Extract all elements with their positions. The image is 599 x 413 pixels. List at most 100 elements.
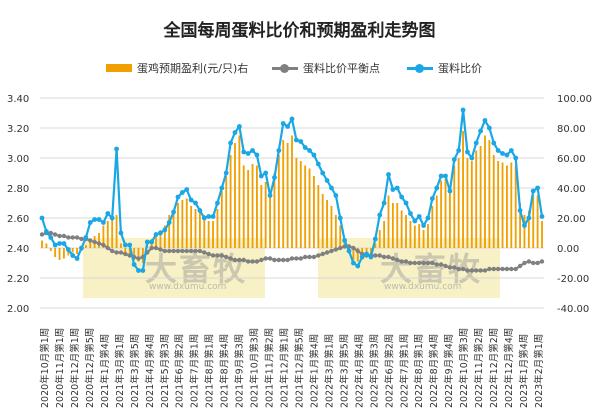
ratio-point [530,188,536,194]
breakeven-point [513,266,518,272]
ratio-point [175,194,181,200]
ratio-point [390,187,396,192]
ratio-point [368,254,374,260]
profit-bar [295,158,298,248]
ratio-point [486,125,492,131]
ratio-point [403,200,409,206]
ratio-point [447,188,453,194]
ratio-point [386,172,391,177]
breakeven-point [118,250,124,255]
ratio-point [337,215,343,221]
breakeven-point [355,248,360,254]
breakeven-point [509,266,514,272]
breakeven-point [193,248,198,254]
ratio-point [48,235,54,240]
x-tick-label: 2021年9月第3周 [234,334,246,408]
profit-bar [352,248,355,260]
breakeven-point [338,245,343,251]
profit-bar [111,218,114,248]
x-tick-label: 2021年1月第4周 [99,334,111,408]
breakeven-point [276,257,282,263]
profit-bar [541,221,543,248]
profit-bar [203,215,206,248]
breakeven-point [52,232,58,237]
ratio-point [399,194,405,200]
ratio-point [105,211,111,216]
breakeven-point [105,245,110,251]
x-tick-label: 2022年12月第4周 [503,328,515,408]
breakeven-point [79,236,84,242]
ratio-point [70,253,76,258]
profit-bar [444,179,447,248]
breakeven-point [478,268,483,273]
profit-bar [523,215,526,248]
profit-bar [220,191,223,248]
breakeven-point [487,266,492,272]
breakeven-point [289,256,295,261]
ratio-point [500,151,505,156]
left-tick-label: 3.40 [7,94,29,105]
ratio-point [307,148,312,153]
legend-item-breakeven: 蛋料比价平衡点 [272,60,380,76]
ratio-point [131,262,137,267]
ratio-point [381,200,387,206]
ratio-point [223,170,229,176]
profit-bar [177,203,179,248]
breakeven-point [158,247,163,252]
ratio-point [109,215,115,221]
legend-label-ratio: 蛋料比价 [438,62,482,75]
breakeven-point [329,248,334,254]
breakeven-point [197,248,203,254]
ratio-point [443,173,448,179]
breakeven-point [48,230,53,236]
profit-bar [137,248,140,262]
ratio-point [285,124,291,129]
profit-bar [391,203,394,248]
watermark-site-left: www.dxumu.com [149,282,227,292]
breakeven-point [333,247,339,252]
profit-bar [435,195,438,248]
breakeven-point [88,238,93,243]
profit-bar [356,248,359,262]
x-tick-label: 2021年12月第1周 [279,328,291,408]
breakeven-point [241,257,246,263]
profit-bar [308,168,311,248]
profit-bar [194,209,197,248]
ratio-point [193,200,198,206]
profit-bar [321,194,324,248]
x-tick-label: 2020年12月第5周 [84,328,96,408]
ratio-point [241,149,247,155]
ratio-point [526,215,532,221]
ratio-point [149,239,155,245]
breakeven-point [504,266,510,272]
breakeven-point [70,235,75,240]
profit-bar [185,198,188,248]
ratio-point [491,140,497,146]
ratio-point [364,251,369,257]
profit-bar [58,248,61,260]
profit-bar [532,195,535,248]
legend-label-profit: 蛋鸡预期盈利(元/只)右 [137,62,249,75]
x-tick-label: 2022年4月第4周 [353,334,365,408]
ratio-point [92,217,98,222]
profit-bar [304,165,307,248]
x-tick-label: 2023年1月第4周 [518,334,530,408]
x-tick-label: 2022年6月第2周 [383,334,395,408]
profit-bar [216,209,219,248]
ratio-point [228,140,233,146]
profit-bar [453,165,456,248]
breakeven-point [452,265,457,270]
breakeven-point [206,251,211,257]
ratio-point [144,239,150,245]
legend-item-ratio: 蛋料比价 [407,60,482,76]
x-tick-label: 2021年6月第2周 [174,334,186,408]
ratio-point [416,214,422,219]
breakeven-point [522,260,527,266]
profit-bar [326,200,329,248]
ratio-point [438,173,444,179]
breakeven-point [259,257,264,263]
ratio-point [210,214,216,219]
profit-bar [313,176,315,248]
profit-bar [387,195,390,248]
